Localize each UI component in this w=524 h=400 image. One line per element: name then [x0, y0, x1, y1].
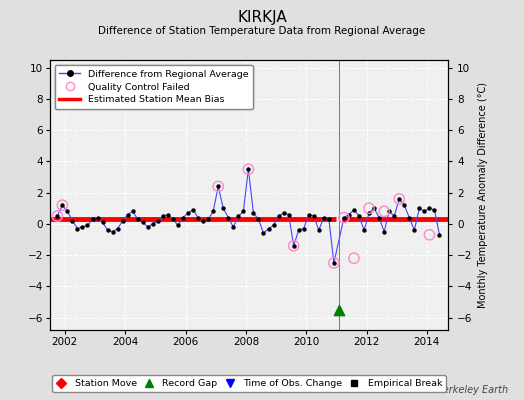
- Point: [395, 196, 403, 202]
- Point: [380, 208, 388, 214]
- Y-axis label: Monthly Temperature Anomaly Difference (°C): Monthly Temperature Anomaly Difference (…: [478, 82, 488, 308]
- Point: [350, 255, 358, 262]
- Point: [214, 183, 222, 190]
- Text: KIRKJA: KIRKJA: [237, 10, 287, 25]
- Text: Difference of Station Temperature Data from Regional Average: Difference of Station Temperature Data f…: [99, 26, 425, 36]
- Point: [340, 214, 348, 221]
- Point: [365, 205, 373, 212]
- Point: [244, 166, 253, 172]
- Point: [335, 306, 344, 313]
- Legend: Difference from Regional Average, Quality Control Failed, Estimated Station Mean: Difference from Regional Average, Qualit…: [54, 65, 253, 109]
- Point: [53, 213, 61, 219]
- Point: [330, 260, 338, 266]
- Point: [289, 242, 298, 249]
- Text: Berkeley Earth: Berkeley Earth: [436, 385, 508, 395]
- Legend: Station Move, Record Gap, Time of Obs. Change, Empirical Break: Station Move, Record Gap, Time of Obs. C…: [52, 375, 446, 392]
- Point: [425, 232, 433, 238]
- Point: [58, 202, 67, 208]
